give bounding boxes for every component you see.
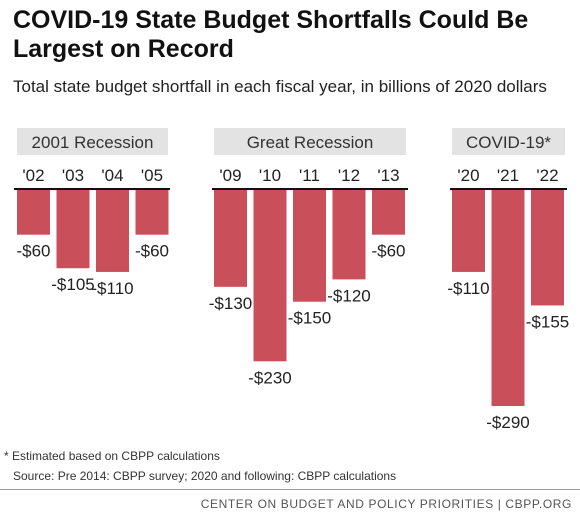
group-label-2001-recession: 2001 Recession — [32, 133, 154, 152]
value-label-21: -$290 — [486, 413, 529, 432]
footer-divider — [0, 489, 580, 490]
source-note: Source: Pre 2014: CBPP survey; 2020 and … — [13, 469, 397, 483]
tick-label-12: '12 — [338, 166, 360, 185]
bar-10 — [253, 190, 287, 362]
group-label-bg-2001-recession — [17, 128, 168, 155]
chart-subtitle: Total state budget shortfall in each fis… — [13, 77, 547, 96]
tick-label-02: '02 — [22, 166, 44, 185]
value-label-03: -$105 — [51, 275, 94, 294]
value-label-22: -$155 — [526, 312, 569, 331]
tick-label-22: '22 — [536, 166, 558, 185]
bar-chart: 2001 Recession '02 -$60 '03 -$105 '04 -$110 '05… — [14, 128, 569, 432]
tick-label-11: '11 — [299, 166, 320, 185]
bar-04 — [96, 190, 129, 272]
bar-09 — [214, 190, 247, 287]
bar-12 — [332, 190, 366, 280]
bar-20 — [452, 190, 485, 272]
value-label-11: -$150 — [288, 309, 331, 328]
value-label-04: -$110 — [91, 279, 133, 298]
tick-label-21: '21 — [497, 166, 519, 185]
bar-22 — [531, 190, 564, 306]
tick-label-20: '20 — [457, 166, 479, 185]
value-label-09: -$130 — [209, 294, 252, 313]
chart-title: COVID-19 State Budget Shortfalls Could B… — [13, 6, 529, 63]
bar-21 — [491, 190, 525, 406]
footnote: * Estimated based on CBPP calculations — [4, 449, 220, 463]
bar-05 — [135, 190, 169, 235]
value-label-02: -$60 — [16, 242, 50, 261]
value-label-12: -$120 — [327, 286, 370, 305]
tick-label-03: '03 — [62, 166, 84, 185]
tick-label-13: '13 — [377, 166, 399, 185]
footer-brand: CENTER ON BUDGET AND POLICY PRIORITIES |… — [200, 497, 572, 511]
tick-label-09: '09 — [219, 166, 241, 185]
group-label-bg-covid-19 — [452, 128, 565, 155]
tick-label-04: '04 — [101, 166, 123, 185]
tick-label-05: '05 — [141, 166, 163, 185]
tick-label-10: '10 — [259, 166, 281, 185]
value-label-20: -$110 — [447, 279, 489, 298]
group-label-bg-great-recession — [214, 128, 406, 155]
bar-02 — [17, 190, 50, 235]
value-label-13: -$60 — [371, 242, 405, 261]
bar-11 — [293, 190, 326, 302]
value-label-10: -$230 — [248, 368, 291, 387]
value-label-05: -$60 — [135, 242, 169, 261]
bar-03 — [56, 190, 90, 269]
group-label-covid-19: COVID-19* — [466, 133, 551, 152]
bar-13 — [372, 190, 405, 235]
group-label-great-recession: Great Recession — [247, 133, 374, 152]
